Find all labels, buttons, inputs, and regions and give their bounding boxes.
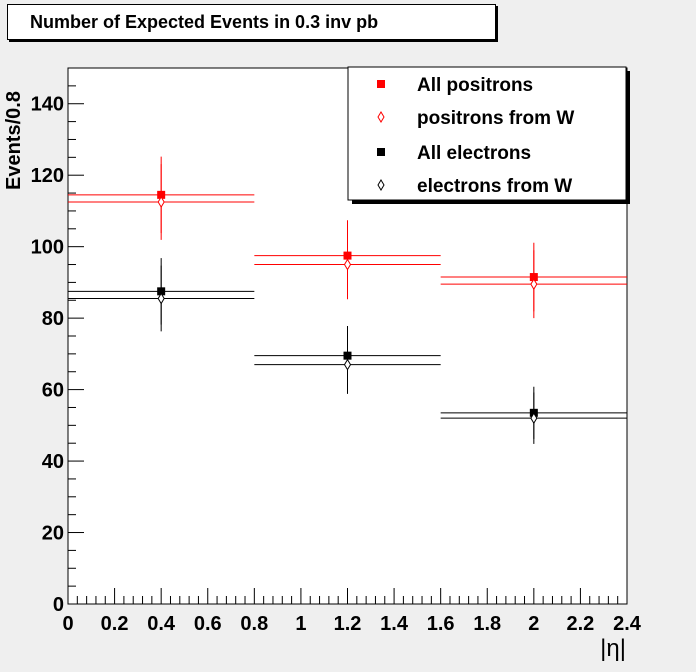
y-tick-label: 140 bbox=[31, 94, 64, 116]
x-tick-label: 2 bbox=[528, 613, 539, 635]
x-tick-label: 2.4 bbox=[613, 613, 642, 635]
x-tick-label: 1.6 bbox=[427, 613, 455, 635]
x-tick-label: 0.2 bbox=[101, 613, 129, 635]
legend-label: All positrons bbox=[417, 75, 533, 96]
x-tick-label: 0.6 bbox=[194, 613, 222, 635]
legend-label: All electrons bbox=[417, 143, 531, 164]
data-point bbox=[530, 412, 538, 425]
data-point bbox=[157, 292, 165, 305]
y-tick-label: 80 bbox=[42, 308, 64, 330]
series-1 bbox=[68, 164, 627, 319]
y-tick-label: 20 bbox=[42, 523, 64, 545]
data-point bbox=[530, 278, 538, 291]
y-tick-label: 0 bbox=[53, 594, 64, 616]
legend-marker bbox=[377, 80, 385, 88]
x-tick-label: 2.2 bbox=[567, 613, 595, 635]
data-point bbox=[343, 358, 352, 371]
title-box: Number of Expected Events in 0.3 inv pb bbox=[7, 4, 496, 40]
legend-box bbox=[347, 66, 627, 201]
x-tick-label: 1.2 bbox=[334, 613, 362, 635]
x-tick-label: 0.4 bbox=[147, 613, 176, 635]
x-tick-label: 1.4 bbox=[380, 613, 409, 635]
x-tick-label: 0.8 bbox=[240, 613, 268, 635]
legend-marker bbox=[377, 179, 385, 191]
y-axis-label: Events/0.8 bbox=[3, 91, 25, 190]
legend: All positrons positrons from W All electro… bbox=[347, 66, 630, 204]
y-tick-label: 100 bbox=[31, 237, 64, 259]
legend-label: electrons from W bbox=[417, 176, 572, 197]
y-tick-label: 120 bbox=[31, 165, 64, 187]
series-3 bbox=[68, 265, 627, 444]
x-tick-label: 1.8 bbox=[473, 613, 501, 635]
chart-title: Number of Expected Events in 0.3 inv pb bbox=[30, 12, 379, 32]
x-axis-label: |η| bbox=[600, 635, 626, 662]
data-point bbox=[343, 258, 352, 271]
data-point bbox=[157, 196, 165, 208]
legend-label: positrons from W bbox=[417, 108, 574, 129]
y-tick-label: 40 bbox=[42, 451, 64, 473]
axes: 0 0.2 0.4 0.6 0.8 1 1.2 1.4 1.6 1.8 2 2.2 2.4 0 20 40 60… bbox=[31, 85, 642, 635]
legend-marker bbox=[377, 148, 385, 156]
y-tick-label: 60 bbox=[42, 380, 64, 402]
legend-marker bbox=[377, 111, 385, 123]
data-marks bbox=[68, 156, 627, 444]
x-tick-label: 0 bbox=[62, 613, 73, 635]
x-tick-label: 1 bbox=[295, 613, 306, 635]
